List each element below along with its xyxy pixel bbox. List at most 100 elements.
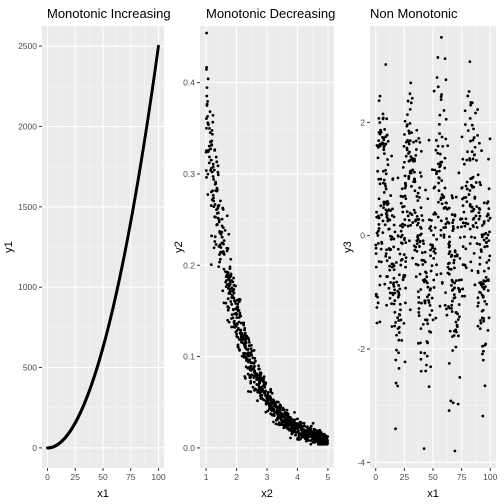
data-point	[454, 279, 458, 282]
data-point	[436, 151, 440, 155]
data-point	[388, 248, 392, 252]
data-point	[453, 329, 456, 333]
data-point	[418, 171, 422, 175]
data-point	[427, 298, 430, 302]
data-point	[383, 200, 387, 204]
data-point	[307, 439, 311, 442]
data-point	[386, 163, 390, 167]
data-point	[486, 233, 490, 237]
x-tick-label: 50	[428, 472, 438, 482]
data-point	[417, 307, 421, 310]
data-point	[487, 316, 491, 320]
data-point	[455, 325, 459, 329]
data-point	[236, 345, 240, 349]
data-point	[461, 204, 465, 208]
data-point	[426, 197, 430, 201]
data-point	[253, 359, 257, 363]
data-point	[403, 236, 406, 240]
data-point	[386, 201, 390, 205]
data-point	[406, 224, 410, 228]
data-point	[416, 191, 420, 195]
data-point	[394, 427, 397, 431]
data-point	[375, 210, 378, 214]
data-point	[284, 425, 288, 429]
data-point	[465, 200, 469, 204]
data-point	[458, 315, 461, 319]
data-point	[416, 221, 420, 225]
x-axis-title: x2	[261, 488, 273, 500]
data-point	[210, 139, 214, 143]
data-point	[471, 209, 475, 213]
data-point	[404, 260, 407, 263]
data-point	[408, 239, 411, 243]
data-point	[480, 235, 484, 239]
data-point	[287, 428, 291, 432]
data-point	[419, 288, 423, 291]
data-point	[432, 233, 435, 237]
data-point	[252, 348, 256, 352]
data-point	[454, 320, 458, 324]
x-tick-label: 3	[265, 472, 270, 482]
data-point	[397, 366, 401, 370]
x-tick-label: 50	[98, 472, 108, 482]
data-point	[259, 371, 263, 375]
data-point	[405, 210, 409, 214]
data-point	[439, 160, 443, 164]
data-point	[285, 417, 288, 421]
data-point	[302, 424, 306, 428]
data-point	[443, 166, 447, 170]
data-point	[487, 258, 491, 262]
data-point	[209, 158, 213, 162]
data-point	[320, 442, 324, 446]
data-point	[245, 359, 248, 362]
data-point	[425, 318, 429, 322]
data-point	[461, 197, 464, 201]
data-point	[374, 292, 378, 296]
data-point	[431, 318, 435, 322]
data-point	[234, 324, 238, 328]
data-point	[404, 181, 407, 185]
data-point	[393, 299, 397, 303]
data-point	[435, 237, 439, 241]
data-point	[377, 116, 381, 120]
data-point	[216, 206, 220, 210]
data-point	[229, 272, 233, 276]
data-point	[378, 142, 382, 146]
data-point	[452, 334, 456, 337]
data-point	[462, 162, 466, 166]
data-point	[417, 314, 421, 317]
data-point	[478, 214, 482, 218]
data-point	[397, 338, 401, 342]
y-tick-label: 0.0	[183, 443, 195, 453]
data-point	[399, 318, 403, 322]
data-point	[210, 132, 214, 136]
data-point	[444, 78, 448, 82]
data-point	[413, 248, 417, 252]
data-point	[430, 264, 434, 268]
data-point	[485, 241, 488, 244]
data-point	[229, 257, 233, 261]
data-point	[450, 310, 454, 313]
data-point	[378, 274, 382, 278]
data-point	[424, 188, 427, 192]
data-point	[212, 205, 216, 208]
data-point	[432, 249, 436, 253]
data-point	[381, 231, 385, 235]
data-point	[477, 301, 480, 305]
data-point	[405, 113, 409, 117]
data-point	[414, 245, 418, 249]
data-point	[390, 154, 394, 158]
data-point	[474, 214, 478, 218]
data-point	[392, 215, 396, 219]
data-point	[220, 241, 224, 245]
data-point	[381, 219, 385, 223]
data-point	[381, 181, 385, 185]
data-point	[416, 235, 419, 239]
data-point	[450, 283, 453, 287]
data-point	[318, 442, 322, 446]
data-point	[442, 233, 446, 237]
data-point	[287, 418, 291, 422]
x-tick-label: 0	[45, 472, 50, 482]
data-point	[236, 302, 240, 306]
data-point	[376, 241, 380, 245]
